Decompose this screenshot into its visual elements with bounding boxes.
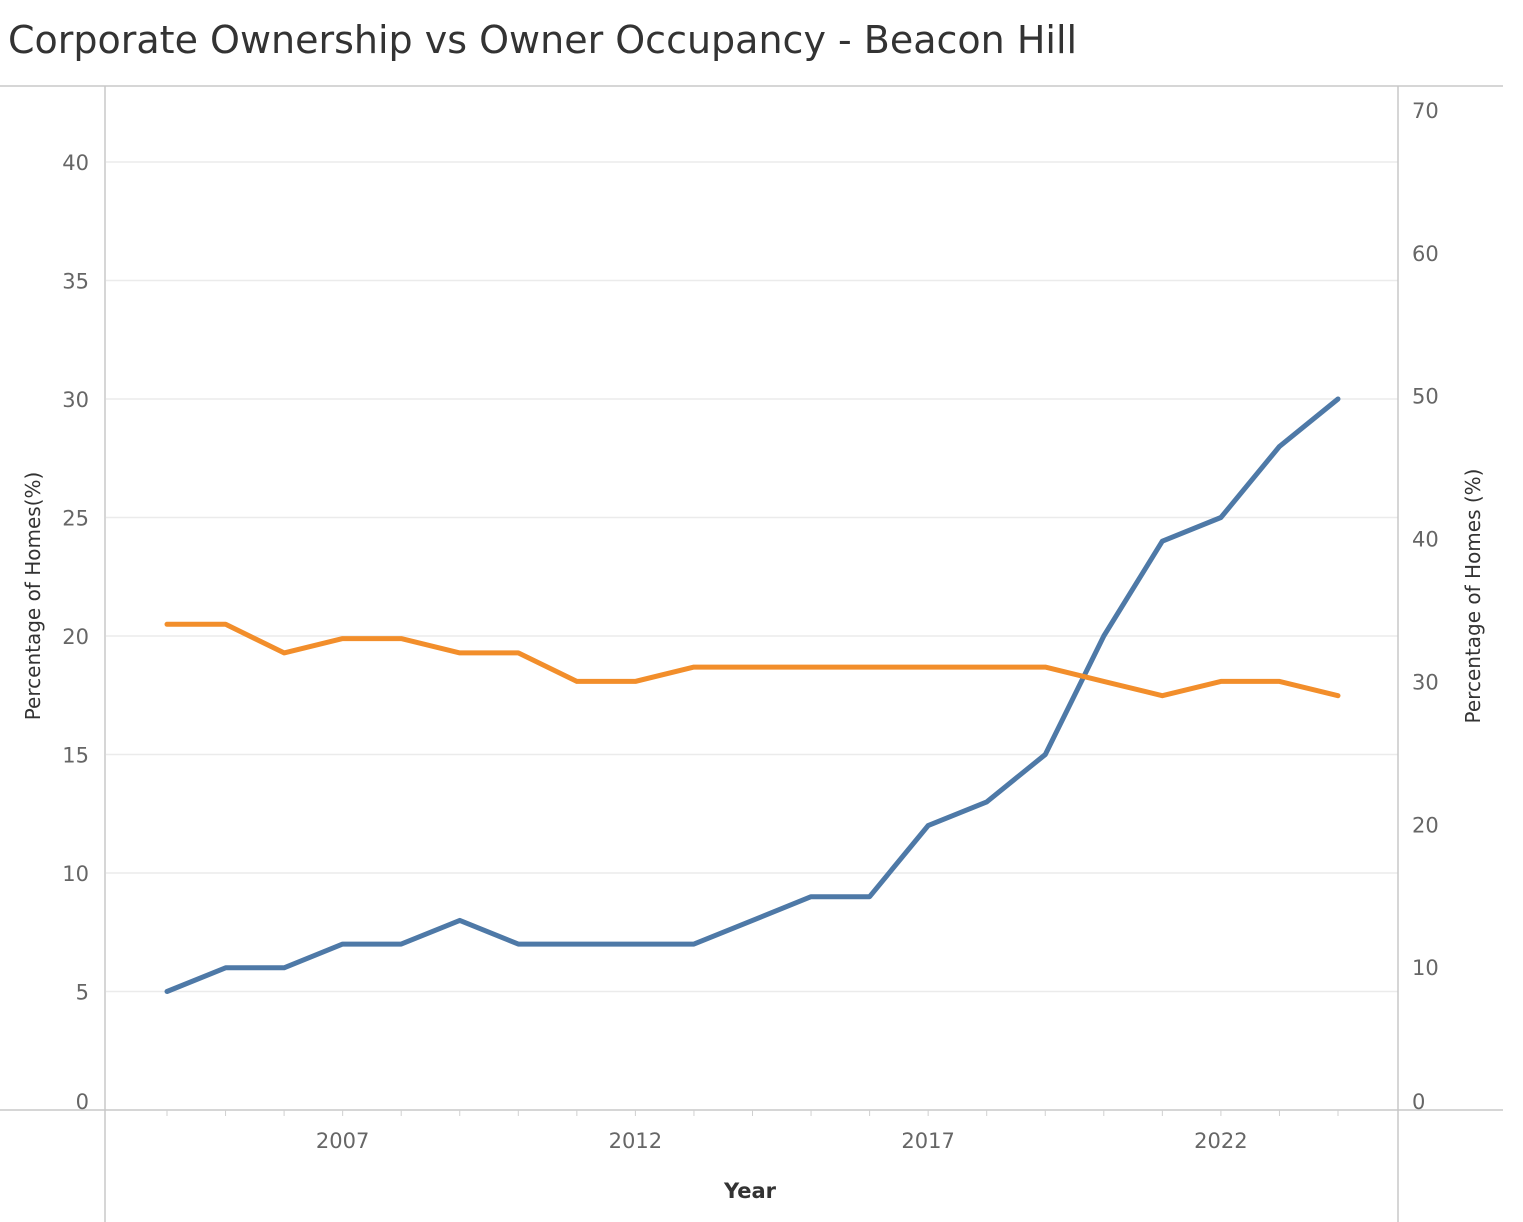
- left-tick-label-15: 15: [62, 744, 89, 768]
- left-tick-label-40: 40: [62, 151, 89, 175]
- right-tick-label-60: 60: [1412, 242, 1439, 266]
- x-tick-label-2012: 2012: [609, 1129, 662, 1153]
- chart-frame: [0, 85, 1503, 1222]
- right-tick-label-20: 20: [1412, 813, 1439, 837]
- gridlines: [106, 161, 1398, 993]
- chart-title: Corporate Ownership vs Owner Occupancy -…: [8, 18, 1078, 62]
- right-tick-label-10: 10: [1412, 956, 1439, 980]
- left-axis-title: Percentage of Homes(%): [21, 472, 45, 721]
- right-axis-title: Percentage of Homes (%): [1461, 469, 1485, 724]
- left-tick-label-20: 20: [62, 625, 89, 649]
- x-tick-label-2007: 2007: [316, 1129, 369, 1153]
- corporate-ownership-line: [164, 396, 1341, 994]
- left-tick-label-0: 0: [76, 1090, 89, 1114]
- left-tick-label-5: 5: [76, 981, 89, 1005]
- right-tick-label-40: 40: [1412, 528, 1439, 552]
- x-tick-label-2022: 2022: [1194, 1129, 1247, 1153]
- right-axis-ticks: 0 10 20 30 40 50 60 70: [1412, 99, 1439, 1114]
- x-tick-label-2017: 2017: [901, 1129, 954, 1153]
- right-tick-label-30: 30: [1412, 670, 1439, 694]
- right-tick-label-50: 50: [1412, 385, 1439, 409]
- left-tick-label-35: 35: [62, 270, 89, 294]
- x-axis-title: Year: [723, 1179, 777, 1203]
- right-tick-label-0: 0: [1412, 1090, 1425, 1114]
- series-lines: [164, 396, 1341, 994]
- left-axis-ticks: 0 5 10 15 20 25 30 35 40: [62, 151, 89, 1114]
- left-tick-label-30: 30: [62, 388, 89, 412]
- left-tick-label-10: 10: [62, 862, 89, 886]
- x-axis-ticks: 2007 2012 2017 2022: [166, 1110, 1339, 1153]
- right-tick-label-70: 70: [1412, 99, 1439, 123]
- owner-occupancy-line: [164, 621, 1341, 699]
- left-tick-label-25: 25: [62, 507, 89, 531]
